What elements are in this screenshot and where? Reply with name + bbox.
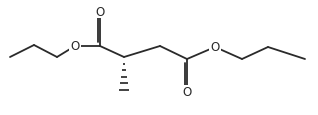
Text: O: O	[211, 41, 220, 54]
Text: O: O	[95, 5, 105, 18]
Text: O: O	[70, 40, 80, 53]
Text: O: O	[183, 86, 192, 99]
